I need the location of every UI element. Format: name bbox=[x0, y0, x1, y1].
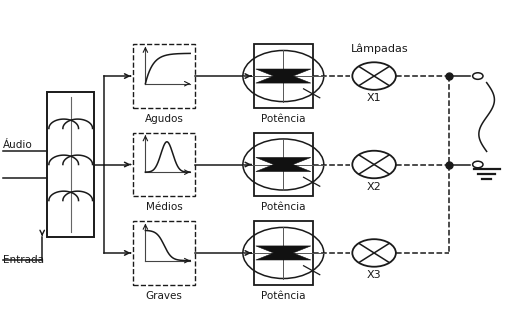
Bar bbox=[254, 44, 313, 108]
Text: Agudos: Agudos bbox=[145, 114, 184, 124]
Bar bbox=[254, 221, 313, 285]
Text: Médios: Médios bbox=[146, 202, 183, 212]
Polygon shape bbox=[256, 69, 311, 80]
Bar bbox=[254, 133, 313, 196]
Polygon shape bbox=[256, 249, 311, 260]
Polygon shape bbox=[256, 161, 311, 171]
Bar bbox=[47, 92, 94, 237]
Bar bbox=[133, 133, 195, 196]
Text: X1: X1 bbox=[367, 93, 381, 103]
Text: Áudio: Áudio bbox=[3, 140, 33, 150]
Text: Graves: Graves bbox=[146, 291, 183, 301]
Polygon shape bbox=[256, 72, 311, 83]
Polygon shape bbox=[256, 246, 311, 257]
Text: X2: X2 bbox=[367, 182, 382, 191]
Bar bbox=[133, 221, 195, 285]
Text: Potência: Potência bbox=[261, 114, 306, 124]
Polygon shape bbox=[256, 158, 311, 168]
Text: X3: X3 bbox=[367, 270, 381, 280]
Text: Potência: Potência bbox=[261, 291, 306, 301]
Text: Entrada: Entrada bbox=[3, 255, 44, 265]
Bar bbox=[133, 44, 195, 108]
Text: Lâmpadas: Lâmpadas bbox=[350, 44, 408, 54]
Text: Potência: Potência bbox=[261, 202, 306, 212]
